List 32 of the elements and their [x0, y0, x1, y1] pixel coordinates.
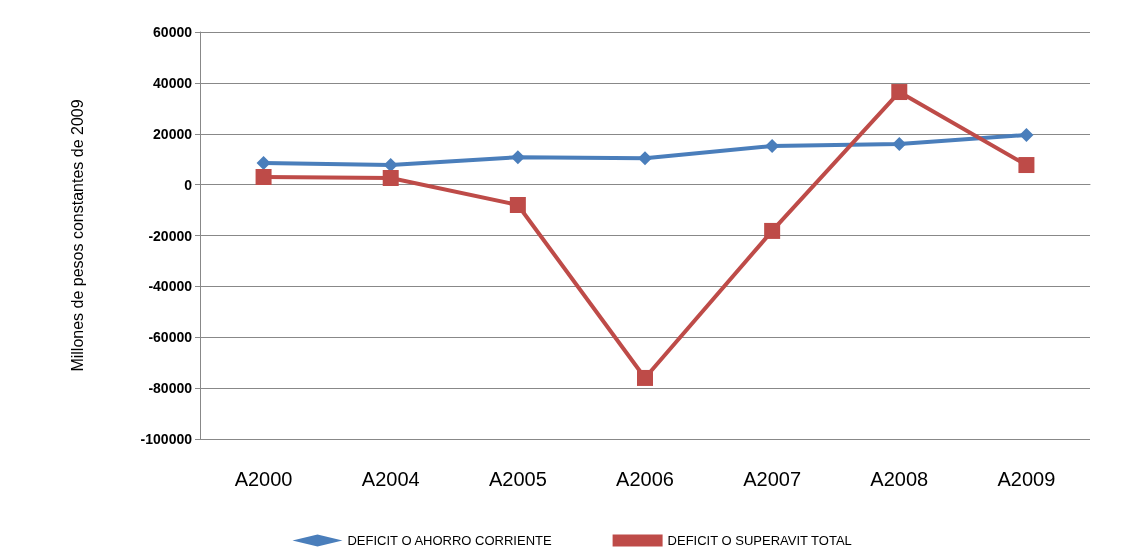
y-tick-label: -80000 — [148, 380, 193, 397]
y-tick-label: -100000 — [140, 431, 193, 447]
point — [255, 168, 272, 185]
y-tick-label: 20000 — [153, 125, 193, 142]
x-tick-label: A2004 — [361, 468, 420, 490]
y-tick-label: 60000 — [153, 24, 193, 40]
x-tick-label: A2006 — [616, 468, 674, 490]
x-tick-label: A2000 — [234, 468, 293, 490]
point — [638, 151, 652, 166]
y-axis-title: Millones de pesos constantes de 2009 — [68, 99, 86, 372]
y-tick-label: 0 — [184, 176, 193, 193]
point — [637, 369, 653, 386]
point — [1019, 128, 1034, 143]
x-tick-label: A2005 — [488, 468, 547, 490]
y-tick-label: 40000 — [153, 74, 193, 91]
point — [510, 150, 525, 165]
point — [892, 136, 907, 151]
point — [509, 196, 526, 213]
legend-label: DEFICIT O AHORRO CORRIENTE — [347, 533, 552, 548]
y-tick-label: -20000 — [148, 227, 193, 244]
point — [891, 84, 908, 101]
x-tick-label: A2007 — [743, 468, 802, 490]
point — [764, 222, 781, 239]
point — [382, 170, 399, 187]
point — [1018, 157, 1035, 174]
x-tick-label: A2009 — [997, 468, 1056, 490]
point — [256, 156, 271, 170]
y-tick-label: -40000 — [148, 278, 193, 295]
y-tick-label: -60000 — [148, 329, 193, 346]
x-tick-label: A2008 — [870, 468, 929, 490]
point — [765, 138, 780, 153]
legend-label: DEFICIT O SUPERAVIT TOTAL — [667, 533, 852, 548]
